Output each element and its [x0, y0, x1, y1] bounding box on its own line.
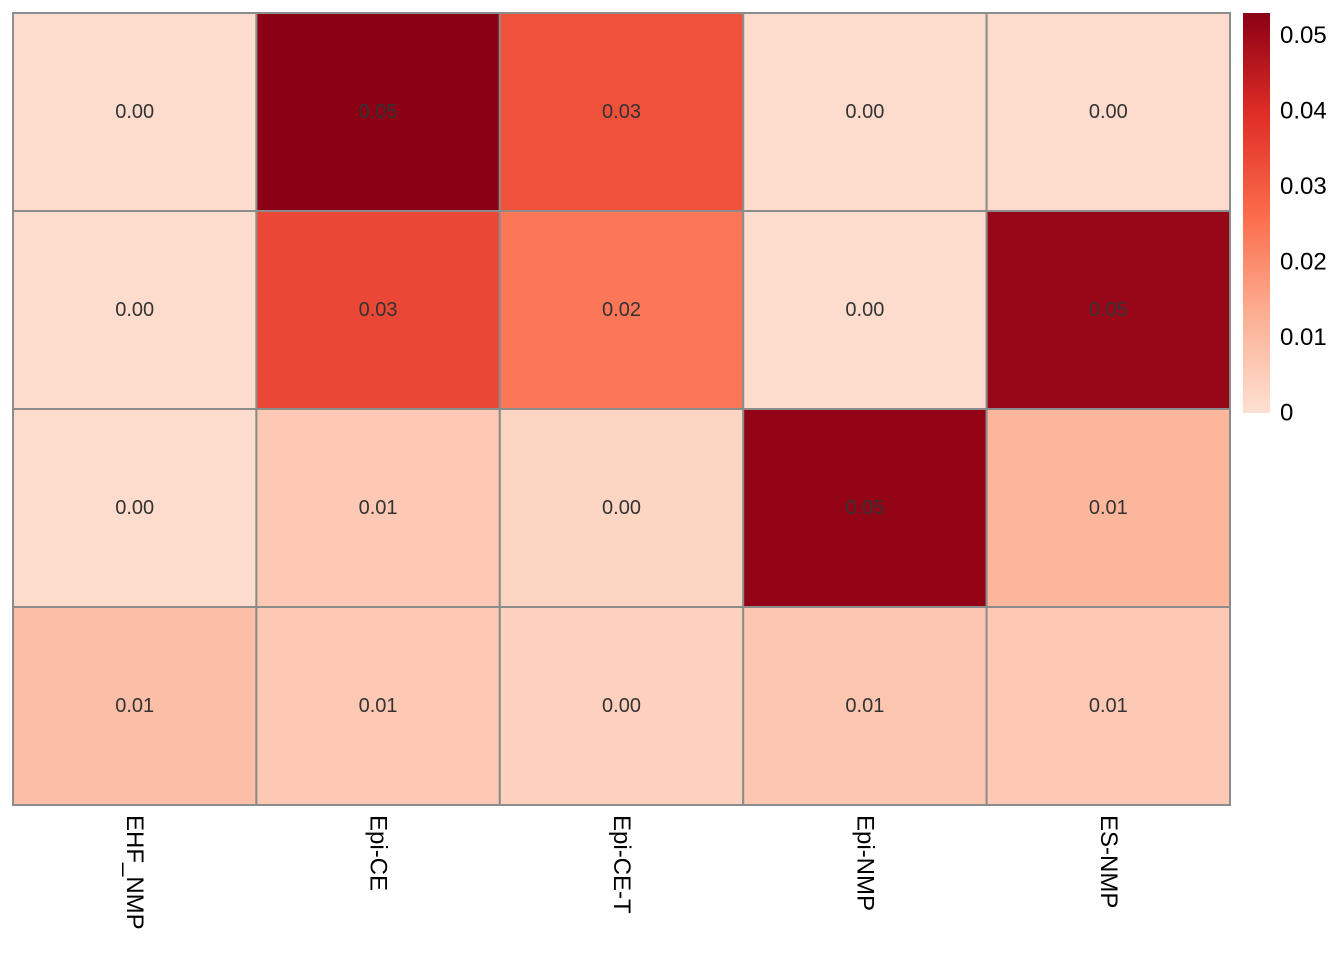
column-label: Epi-NMP: [851, 815, 878, 911]
heatmap-cell: [985, 210, 1231, 410]
column-label: Epi-CE-T: [608, 815, 635, 914]
cell-value-label: 0.00: [115, 497, 154, 519]
cell-value-label: 0.00: [602, 497, 641, 519]
cell-value-label: 0.00: [602, 695, 641, 717]
cell-value-label: 0.02: [602, 299, 641, 321]
heatmap-cell: [498, 210, 745, 410]
heatmap-cell: [742, 606, 988, 806]
heatmap-cell: [255, 606, 501, 806]
column-label: ES-NMP: [1095, 815, 1122, 908]
heatmap-cell: [742, 408, 988, 608]
colorbar-tick-label: 0.05: [1280, 22, 1327, 49]
heatmap-cell: [742, 12, 988, 212]
colorbar-tick-label: 0.04: [1280, 98, 1327, 125]
cell-value-label: 0.00: [845, 101, 884, 123]
cell-value-label: 0.01: [1089, 497, 1128, 519]
column-label: Epi-CE: [365, 815, 392, 891]
cell-value-label: 0.01: [115, 695, 154, 717]
heatmap-cell: [12, 210, 258, 410]
heatmap-cell: [255, 12, 501, 212]
heatmap-cell: [985, 408, 1231, 608]
cell-value-label: 0.01: [359, 695, 398, 717]
cell-value-label: 0.03: [359, 299, 398, 321]
heatmap-cell: [498, 408, 745, 608]
heatmap-cell: [12, 12, 258, 212]
cell-value-label: 0.01: [359, 497, 398, 519]
cell-value-label: 0.01: [1089, 695, 1128, 717]
cell-value-label: 0.00: [115, 299, 154, 321]
cell-value-label: 0.01: [845, 695, 884, 717]
cell-value-label: 0.05: [359, 101, 398, 123]
heatmap-cell: [498, 606, 745, 806]
colorbar: [1243, 13, 1270, 413]
cell-value-label: 0.05: [1089, 299, 1128, 321]
cell-value-label: 0.00: [115, 101, 154, 123]
colorbar-tick-label: 0.01: [1280, 324, 1327, 351]
cell-value-label: 0.03: [602, 101, 641, 123]
heatmap-cell: [985, 606, 1231, 806]
heatmap-cell: [985, 12, 1231, 212]
heatmap-cell: [498, 12, 745, 212]
cell-value-label: 0.00: [1089, 101, 1128, 123]
column-label: EHF_NMP: [121, 815, 148, 930]
heatmap-cell: [255, 408, 501, 608]
cell-value-label: 0.05: [845, 497, 884, 519]
cell-value-label: 0.00: [845, 299, 884, 321]
colorbar-tick-label: 0.03: [1280, 173, 1327, 200]
heatmap-cell: [12, 606, 258, 806]
colorbar-tick-label: 0.02: [1280, 249, 1327, 276]
colorbar-tick-label: 0: [1280, 400, 1293, 427]
